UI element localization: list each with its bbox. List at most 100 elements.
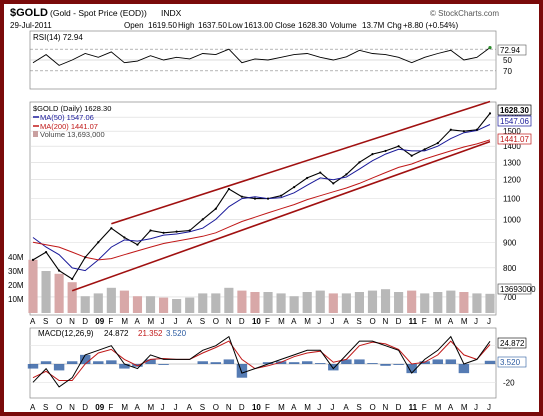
x-tick-label: S: [356, 403, 361, 412]
x-tick-label: M: [121, 317, 128, 326]
volume-bar: [172, 299, 182, 313]
macd-hist-bar: [53, 364, 65, 371]
x-tick-label: J: [474, 403, 478, 412]
ma50-line: [32, 124, 491, 272]
x-axis: A S O N D 09 F M A M J J A S O N D 10 F M A M J J A S O N D 11 F M A M J JA…: [30, 317, 491, 412]
x-tick-label: A: [30, 403, 36, 412]
x-tick-label: S: [200, 403, 205, 412]
x-tick-label: N: [226, 317, 232, 326]
price-point: [358, 161, 361, 164]
volume-bar: [54, 273, 64, 313]
price-panel: [29, 101, 497, 316]
price-tick-label: 1100: [503, 195, 521, 204]
price-point: [123, 236, 126, 239]
x-tick-label: 11: [409, 317, 418, 326]
macd-hist-tag: [497, 356, 527, 368]
x-tick-label: 10: [252, 317, 261, 326]
macd-hist-bar: [432, 359, 443, 364]
price-point: [253, 197, 257, 200]
volume-bar: [367, 290, 378, 313]
price-point: [227, 187, 230, 191]
price-point: [188, 229, 191, 232]
x-tick-label: D: [239, 403, 245, 412]
macd-hist-bar: [458, 364, 470, 374]
rsi-label: RSI(14) 72.94: [33, 33, 83, 42]
macd-tick-label: -20: [503, 378, 515, 387]
x-tick-label: J: [330, 317, 334, 326]
x-tick-label: A: [291, 403, 297, 412]
volume-bar: [28, 259, 38, 313]
macd-hist-bar: [106, 360, 117, 364]
macd-hist-bar: [380, 364, 391, 366]
macd-line: [32, 335, 491, 388]
macd-hist-bar: [445, 359, 457, 364]
volume-bar: [485, 293, 495, 313]
symbol: $GOLD: [10, 7, 48, 19]
price-point: [71, 277, 74, 281]
watermark: © StockCharts.com: [430, 9, 499, 18]
high-label: High: [178, 21, 194, 30]
x-tick-label: S: [43, 317, 48, 326]
x-tick-label: N: [383, 317, 389, 326]
x-tick-label: N: [69, 317, 75, 326]
volume-tag: [497, 283, 532, 295]
x-tick-label: N: [69, 403, 75, 412]
ma200-tag-value: 1441.07: [500, 135, 529, 144]
x-tick-label: S: [200, 317, 205, 326]
x-tick-label: A: [187, 403, 193, 412]
close-label: Close: [275, 21, 296, 30]
trendline-lower: [71, 140, 491, 292]
volume-bar: [211, 293, 221, 313]
x-tick-label: F: [422, 317, 427, 326]
macd-hist-bar: [158, 364, 169, 365]
x-tick-label: D: [82, 403, 88, 412]
price-point: [149, 229, 152, 232]
price-tick-label: 800: [503, 264, 517, 273]
price-tick-label: 1300: [503, 158, 521, 167]
x-tick-label: 09: [95, 317, 104, 326]
macd-hist-bar: [406, 364, 417, 374]
x-tick-label: J: [474, 317, 478, 326]
x-tick-label: J: [317, 317, 321, 326]
legend-title: $GOLD (Daily) 1628.30: [33, 104, 111, 113]
ohlc-summary: Open 1619.50 High 1637.50 Low 1613.00 Cl…: [124, 21, 458, 30]
rsi-tick-label: 50: [503, 56, 512, 65]
price-point: [488, 112, 492, 115]
chg-value: +8.80 (+0.54%): [403, 21, 458, 30]
volume-bar: [315, 290, 325, 313]
macd-hist-bar: [210, 362, 222, 364]
volume-bar: [302, 292, 312, 313]
price-point: [462, 130, 465, 133]
volume-tick-label: 30M: [8, 267, 24, 276]
price-tick-label: 1000: [503, 215, 521, 224]
x-tick-label: N: [383, 403, 389, 412]
x-tick-label: J: [174, 317, 178, 326]
macd-hist-bar: [341, 359, 352, 364]
volume-bar: [394, 292, 404, 313]
price-point: [279, 194, 283, 197]
volume-bar: [250, 292, 260, 313]
close-tag-value: 1628.30: [500, 106, 529, 115]
volume-bar: [106, 287, 116, 313]
x-tick-label: M: [461, 403, 468, 412]
x-tick-label: N: [226, 403, 232, 412]
low-value: 1613.00: [244, 21, 273, 30]
price-tick-label: 700: [503, 293, 517, 302]
legend-volume: Volume 13,693,000: [40, 130, 105, 139]
legend-ma200: MA(200) 1441.07: [40, 122, 98, 131]
low-label: Low: [228, 21, 243, 30]
macd-value: 24.872: [104, 329, 129, 338]
ma200-tag: [497, 133, 532, 145]
volume-label: Volume: [330, 21, 357, 30]
price-point: [175, 230, 178, 233]
volume-bar: [67, 282, 77, 313]
price-point: [397, 145, 400, 148]
open-label: Open: [124, 21, 144, 30]
x-tick-label: M: [435, 403, 442, 412]
x-tick-label: A: [134, 403, 140, 412]
rsi-tick-label: 70: [503, 67, 512, 76]
macd-hist-bar: [119, 364, 130, 369]
volume-bar: [407, 290, 417, 313]
volume-value: 13.7M: [362, 21, 385, 30]
price-point: [449, 128, 452, 131]
